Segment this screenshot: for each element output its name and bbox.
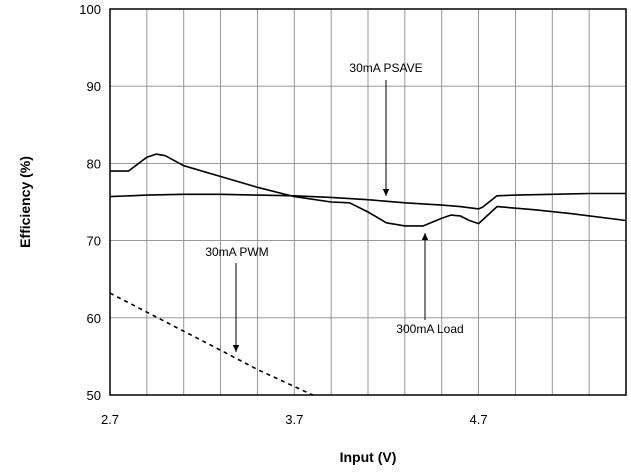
x-tick-label: 2.7 — [101, 412, 119, 427]
x-tick-label: 4.7 — [470, 412, 488, 427]
plot-frame — [109, 8, 627, 396]
y-tick-label: 50 — [87, 388, 101, 403]
annotation-arrow-30ma-psave-head — [382, 189, 390, 196]
series-line-30ma-pwm — [109, 292, 314, 396]
y-axis-title: Efficiency (%) — [17, 156, 33, 248]
annotation-arrow-300ma-load-head — [421, 233, 429, 240]
y-tick-label: 100 — [79, 2, 101, 17]
series-line-30ma-psave — [109, 192, 626, 210]
annotation-30ma-pwm: 30mA PWM — [205, 245, 268, 259]
annotation-300ma-load: 300mA Load — [396, 322, 463, 336]
y-tick-label: 60 — [87, 311, 101, 326]
annotation-30ma-psave: 30mA PSAVE — [349, 61, 422, 75]
x-axis-title: Input (V) — [340, 449, 397, 465]
annotation-layer: 30mA PSAVE 300mA Load 30mA PWM — [205, 61, 464, 352]
series-layer — [109, 153, 627, 396]
y-tick-label: 90 — [87, 79, 101, 94]
tick-layer: 50 60 70 80 90 100 2.7 3.7 4.7 — [79, 2, 487, 427]
series-line-300ma-load — [110, 153, 627, 227]
x-tick-label: 3.7 — [285, 412, 303, 427]
y-tick-label: 70 — [87, 234, 101, 249]
y-tick-label: 80 — [87, 156, 101, 171]
annotation-arrow-30ma-pwm-head — [232, 345, 240, 352]
